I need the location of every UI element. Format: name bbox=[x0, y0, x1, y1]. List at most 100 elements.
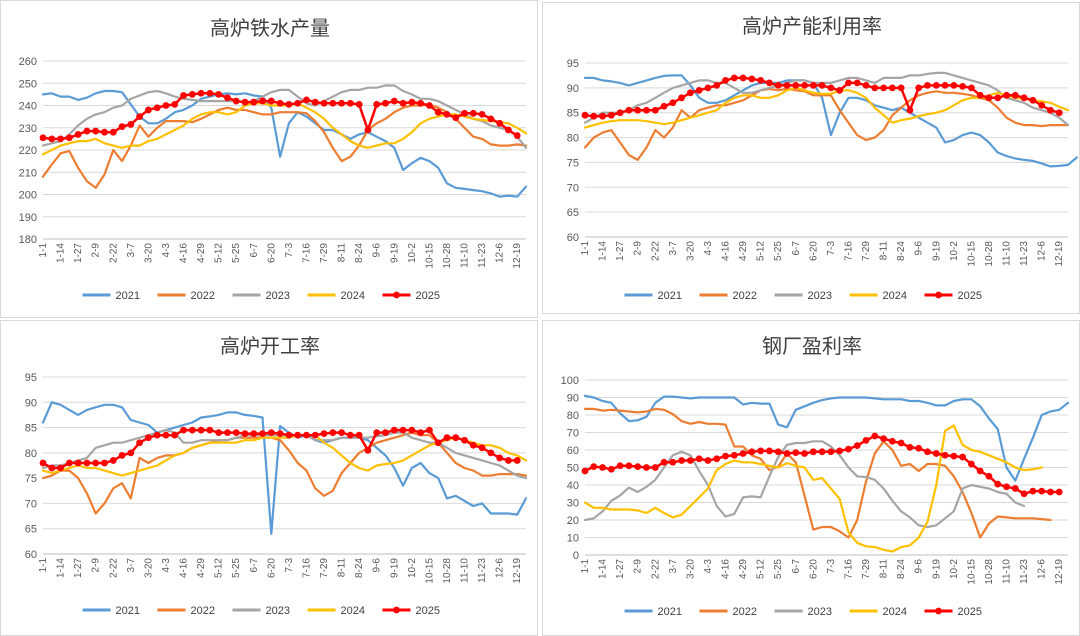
x-tick-label: 9-19 bbox=[389, 243, 400, 263]
data-point-2025 bbox=[259, 97, 266, 105]
series-line-2023 bbox=[583, 440, 1026, 529]
data-point-2025 bbox=[408, 426, 416, 434]
data-point-2025 bbox=[801, 81, 808, 89]
data-point-2025 bbox=[320, 430, 328, 438]
data-point-2025 bbox=[109, 457, 117, 464]
data-point-2025 bbox=[65, 459, 73, 467]
data-point-2025 bbox=[783, 81, 791, 89]
data-point-2025 bbox=[373, 100, 381, 108]
x-tick-label: 1-27 bbox=[615, 241, 626, 261]
legend-label-2021: 2021 bbox=[658, 290, 682, 302]
x-tick-label: 8-24 bbox=[354, 243, 365, 263]
x-tick-label: 9-6 bbox=[372, 558, 383, 573]
data-point-2025 bbox=[224, 94, 231, 102]
legend-label-2021: 2021 bbox=[116, 605, 140, 617]
x-tick-label: 4-3 bbox=[161, 243, 172, 258]
legend-label-2024: 2024 bbox=[883, 290, 907, 302]
data-point-2025 bbox=[127, 449, 135, 457]
chart-operating-rate: 高炉开工率 60 65 70 75 80 85 90 95 1-1 1-14 1-27 2-9 2-22 3… bbox=[25, 334, 528, 617]
data-point-2025 bbox=[590, 463, 598, 471]
data-point-2025 bbox=[461, 436, 468, 444]
y-tick-label: 70 bbox=[25, 498, 37, 510]
chart-title: 钢厂盈利率 bbox=[762, 334, 862, 358]
data-point-2025 bbox=[355, 100, 363, 108]
data-point-2025 bbox=[188, 90, 196, 98]
y-tick-label: 250 bbox=[19, 78, 37, 90]
data-point-2025 bbox=[809, 81, 817, 89]
y-tick-label: 190 bbox=[19, 212, 37, 224]
data-point-2025 bbox=[48, 135, 56, 143]
x-tick-label: 8-24 bbox=[896, 241, 907, 261]
data-point-2025 bbox=[109, 128, 117, 136]
data-point-2025 bbox=[92, 127, 100, 135]
data-point-2025 bbox=[188, 426, 196, 434]
x-tick-label: 7-29 bbox=[319, 558, 330, 578]
data-point-2025 bbox=[915, 444, 923, 452]
data-point-2025 bbox=[888, 84, 896, 92]
data-point-2025 bbox=[1020, 94, 1028, 102]
data-point-2025 bbox=[941, 81, 949, 89]
data-point-2025 bbox=[417, 429, 425, 437]
data-point-2025 bbox=[836, 86, 844, 94]
data-point-2025 bbox=[739, 450, 747, 457]
data-point-2025 bbox=[678, 94, 685, 102]
data-point-2025 bbox=[722, 452, 729, 460]
x-tick-label: 5-25 bbox=[773, 241, 784, 261]
x-tick-label: 3-7 bbox=[126, 558, 137, 573]
data-point-2025 bbox=[144, 106, 152, 114]
data-point-2025 bbox=[364, 446, 372, 454]
x-tick-label: 4-3 bbox=[161, 558, 172, 573]
x-tick-label: 7-3 bbox=[826, 559, 837, 574]
data-point-2025 bbox=[118, 123, 126, 131]
data-point-2025 bbox=[695, 455, 703, 463]
y-tick-label: 90 bbox=[25, 397, 37, 409]
legend-label-2022: 2022 bbox=[191, 290, 215, 302]
data-point-2025 bbox=[57, 135, 64, 143]
y-tick-label: 95 bbox=[567, 58, 579, 70]
series-line-2021 bbox=[583, 74, 1078, 168]
legend-marker-2025 bbox=[393, 606, 400, 614]
data-point-2025 bbox=[766, 447, 773, 455]
panel-operating-rate: 高炉开工率 60 65 70 75 80 85 90 95 1-1 1-14 1-27 2-9 2-22 3… bbox=[0, 320, 538, 636]
x-tick-label: 1-27 bbox=[73, 558, 84, 578]
x-tick-label: 12-6 bbox=[495, 558, 506, 578]
data-point-2025 bbox=[311, 98, 319, 106]
data-point-2025 bbox=[809, 448, 817, 456]
data-point-2025 bbox=[581, 111, 589, 119]
legend-marker-2025 bbox=[935, 607, 942, 615]
data-point-2025 bbox=[443, 434, 451, 442]
chart-title: 高炉产能利用率 bbox=[742, 14, 882, 38]
x-tick-label: 9-6 bbox=[372, 243, 383, 258]
data-point-2025 bbox=[845, 79, 852, 87]
x-tick-label: 1-14 bbox=[598, 241, 609, 261]
x-tick-label: 9-19 bbox=[931, 241, 942, 261]
y-tick-label: 80 bbox=[567, 133, 579, 145]
x-tick-label: 10-28 bbox=[442, 558, 453, 584]
data-point-2025 bbox=[836, 447, 844, 455]
data-point-2025 bbox=[426, 102, 433, 109]
data-point-2025 bbox=[607, 465, 615, 473]
series-line-2023 bbox=[583, 71, 1070, 127]
data-point-2025 bbox=[153, 104, 161, 112]
data-point-2025 bbox=[232, 97, 240, 105]
data-point-2025 bbox=[897, 439, 905, 447]
data-point-2025 bbox=[713, 455, 721, 463]
data-point-2025 bbox=[478, 444, 486, 452]
data-point-2025 bbox=[888, 437, 896, 445]
data-point-2025 bbox=[382, 99, 389, 107]
data-point-2025 bbox=[57, 464, 64, 472]
data-point-2025 bbox=[311, 431, 319, 439]
data-point-2025 bbox=[487, 115, 495, 123]
legend-label-2024: 2024 bbox=[341, 605, 365, 617]
data-point-2025 bbox=[985, 94, 993, 102]
data-point-2025 bbox=[338, 99, 345, 107]
legend-label-2024: 2024 bbox=[883, 606, 907, 618]
x-tick-label: 3-20 bbox=[143, 558, 154, 578]
x-tick-label: 7-16 bbox=[843, 241, 854, 261]
data-point-2025 bbox=[827, 448, 835, 456]
x-tick-label: 1-1 bbox=[580, 241, 591, 256]
data-point-2025 bbox=[853, 79, 861, 87]
data-point-2025 bbox=[730, 74, 738, 82]
data-point-2025 bbox=[880, 435, 887, 443]
x-tick-label: 2-9 bbox=[91, 243, 102, 258]
